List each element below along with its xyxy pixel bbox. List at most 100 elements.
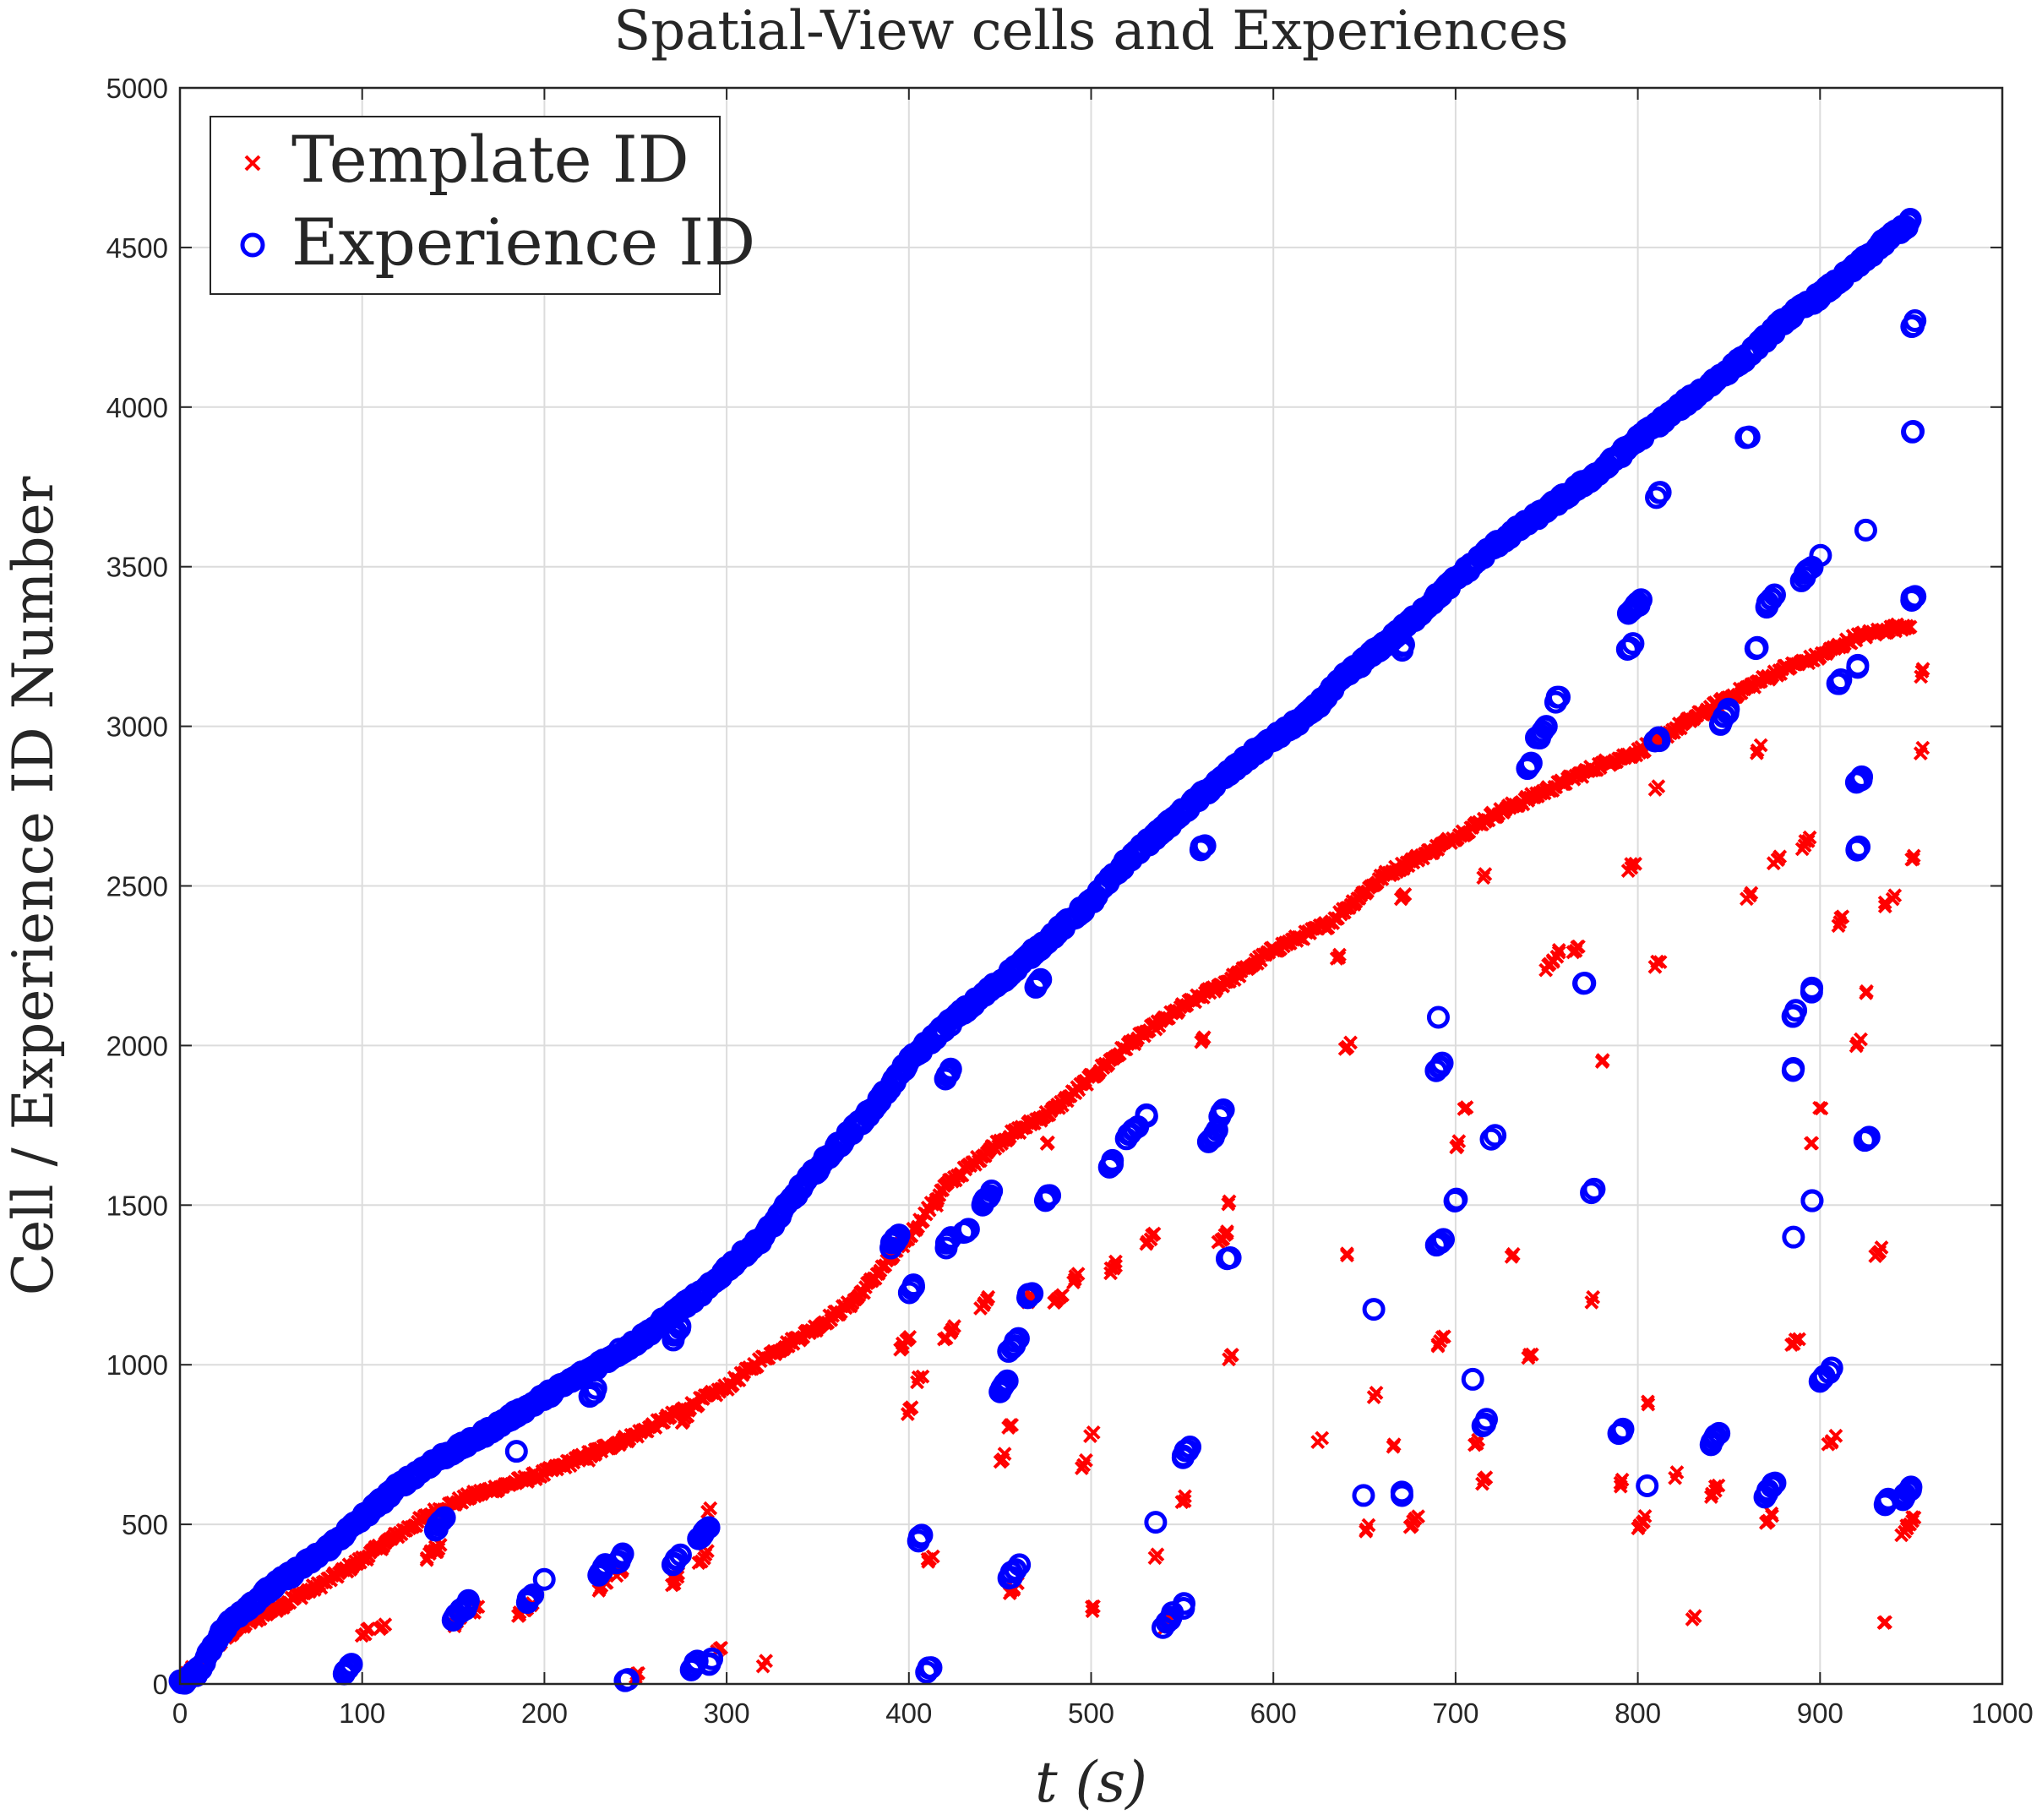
experience-id-point	[1029, 967, 1053, 991]
template-id-point	[1108, 1254, 1123, 1269]
experience-id-point	[1707, 1421, 1731, 1445]
template-id-point	[997, 1447, 1012, 1462]
template-id-point	[1615, 1472, 1630, 1487]
experience-id-point	[1782, 1225, 1805, 1249]
template-id-point	[1788, 1332, 1803, 1347]
template-id-point	[1653, 955, 1668, 970]
y-tick-label: 3000	[106, 711, 168, 743]
template-id-point	[1854, 1032, 1868, 1047]
experience-id-point	[1854, 518, 1877, 542]
template-id-point	[1079, 1452, 1093, 1468]
experience-id-point	[1899, 1475, 1923, 1499]
template-id-point	[1220, 1224, 1234, 1239]
experience-id-point	[1135, 1103, 1158, 1126]
experience-id-point	[1820, 1356, 1843, 1380]
template-id-point	[1551, 943, 1566, 957]
template-id-point	[697, 1550, 711, 1566]
x-tick-label: 0	[172, 1697, 188, 1729]
template-id-point	[981, 1289, 996, 1305]
experience-id-point	[1362, 1298, 1386, 1321]
template-id-point	[895, 1340, 910, 1354]
template-id-point	[1055, 1288, 1070, 1303]
experience-id-point	[1173, 1592, 1196, 1616]
template-id-point	[1669, 1465, 1685, 1479]
experience-id-point	[1475, 1408, 1499, 1431]
experience-id-point	[532, 1567, 556, 1591]
experience-id-point	[1479, 1127, 1503, 1151]
experience-id-point	[1647, 726, 1670, 749]
experience-id-point	[1101, 1148, 1124, 1172]
template-id-point	[1711, 1478, 1726, 1493]
x-tick-label: 900	[1797, 1697, 1843, 1729]
template-id-point	[1802, 830, 1817, 845]
y-tick-label: 4500	[106, 232, 168, 264]
template-id-point	[1903, 619, 1918, 635]
template-id-point	[1859, 984, 1874, 999]
template-id-point	[1070, 1267, 1086, 1282]
template-id-point	[1361, 1518, 1376, 1533]
template-id-point	[1641, 1397, 1656, 1412]
template-id-point	[1146, 1226, 1162, 1241]
experience-id-point	[1648, 481, 1672, 504]
experience-id-point	[1548, 685, 1571, 709]
experience-id-point	[980, 1180, 1004, 1203]
template-id-point	[1196, 1030, 1212, 1045]
template-id-point	[1915, 740, 1930, 755]
template-id-point	[1177, 1494, 1192, 1508]
x-tick-label: 200	[521, 1697, 568, 1729]
template-id-point	[1386, 1437, 1402, 1452]
experience-id-point	[919, 1656, 943, 1680]
template-id-point	[1687, 1609, 1702, 1624]
template-id-point	[1469, 1436, 1484, 1451]
experience-id-point	[1763, 1471, 1787, 1495]
experience-id-point	[1573, 971, 1597, 994]
experience-id-point	[1390, 1480, 1413, 1504]
experience-id-point	[1737, 425, 1761, 449]
experience-id-point	[433, 1506, 456, 1529]
experience-id-series	[168, 208, 1927, 1695]
experience-id-point	[1432, 1228, 1456, 1251]
experience-id-point	[665, 1547, 689, 1571]
template-id-point	[1878, 1615, 1892, 1630]
experience-id-point	[939, 1057, 962, 1081]
experience-id-point	[1629, 588, 1653, 612]
experience-id-point	[1782, 1057, 1805, 1081]
x-tick-label: 600	[1250, 1697, 1297, 1729]
experience-id-point	[1903, 308, 1927, 332]
template-id-point	[1478, 867, 1493, 881]
y-tick-label: 500	[122, 1509, 168, 1540]
y-tick-label: 1500	[106, 1190, 168, 1221]
legend: Template ID Experience ID	[210, 116, 755, 295]
experience-id-point	[504, 1440, 528, 1463]
template-id-point	[1086, 1599, 1101, 1614]
experience-id-point	[887, 1223, 911, 1247]
template-id-point	[1915, 662, 1930, 677]
experience-id-point	[685, 1649, 709, 1673]
template-id-point	[1650, 954, 1665, 969]
experience-id-point	[1848, 835, 1871, 858]
template-id-point	[1595, 1053, 1610, 1068]
experience-id-point	[1006, 1327, 1030, 1350]
axis-ticks: 0 100 200 300 400 500 600 700 800 900 1000 0 500 1000…	[106, 73, 2034, 1729]
template-id-point	[1877, 895, 1892, 910]
x-tick-label: 100	[339, 1697, 385, 1729]
y-tick-label: 2500	[106, 871, 168, 902]
experience-id-point	[1430, 1051, 1454, 1075]
y-tick-label: 3500	[106, 552, 168, 583]
template-id-point	[1451, 1134, 1467, 1149]
experience-id-point	[1484, 1124, 1507, 1147]
template-id-point	[1814, 1101, 1829, 1116]
experience-id-point	[1461, 1367, 1484, 1391]
template-id-point	[1586, 1289, 1601, 1305]
experience-id-point	[1519, 751, 1543, 775]
template-id-point	[1339, 1246, 1354, 1261]
experience-id-point	[1283, 714, 1307, 738]
template-id-point	[1792, 1332, 1806, 1347]
x-tick-label: 700	[1432, 1697, 1478, 1729]
template-id-point	[1086, 1425, 1101, 1440]
template-id-point	[1224, 1347, 1239, 1362]
experience-id-point	[668, 1543, 692, 1567]
template-id-point	[915, 1369, 930, 1384]
experience-id-point	[1829, 668, 1853, 692]
experience-id-point	[1857, 1125, 1881, 1149]
